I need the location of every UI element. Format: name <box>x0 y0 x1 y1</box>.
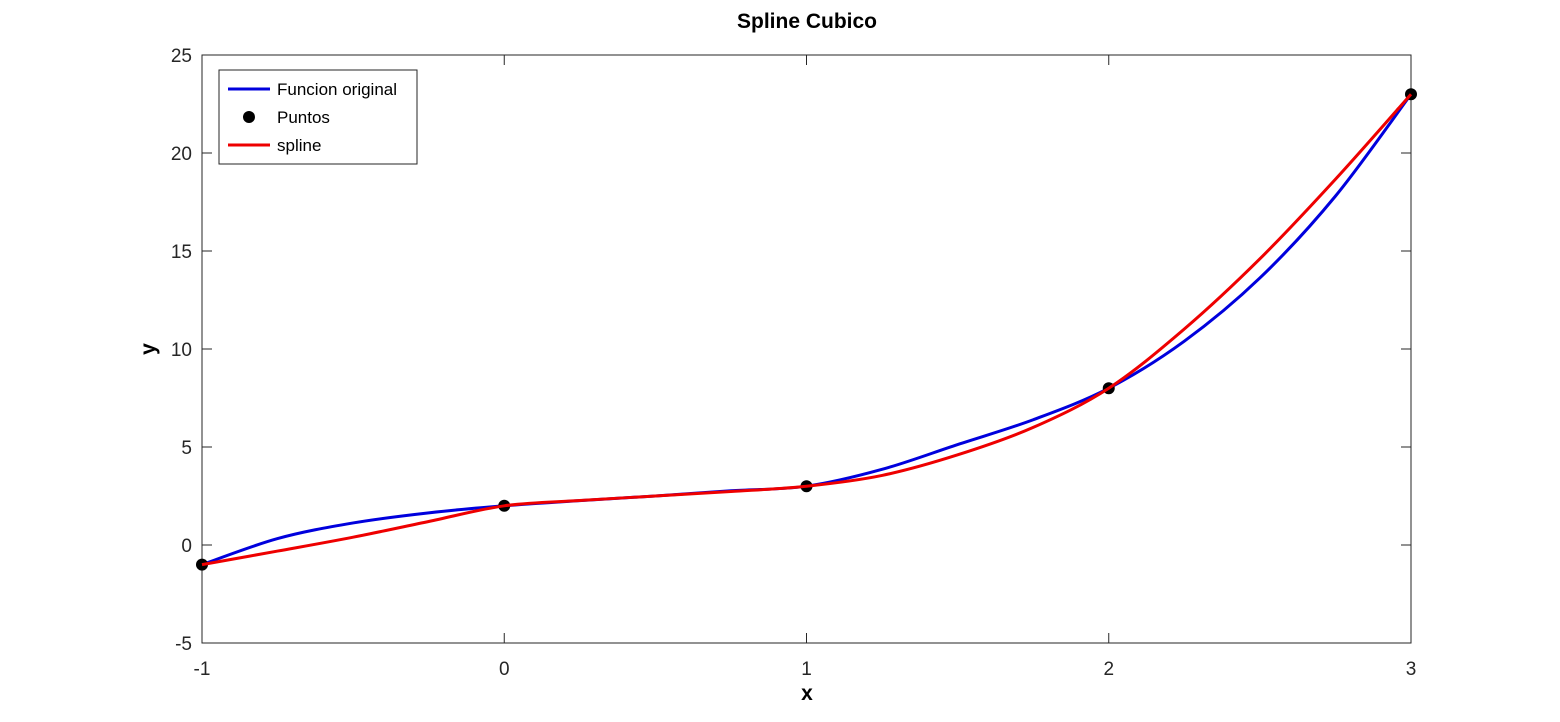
y-tick-label: 5 <box>181 438 192 459</box>
y-tick-label: 25 <box>171 46 192 67</box>
legend-label: Puntos <box>277 108 330 127</box>
y-tick-label: 15 <box>171 242 192 263</box>
y-tick-label: 10 <box>171 340 192 361</box>
x-tick-label: 2 <box>1103 659 1114 680</box>
axes: -1 0 1 2 3 -5 0 5 10 15 20 25 <box>171 46 1416 680</box>
y-tick-label: 0 <box>181 536 192 557</box>
series-line-spline <box>201 93 1413 567</box>
series-layer <box>196 88 1417 571</box>
x-tick-label: 0 <box>499 659 510 680</box>
x-tick-label: 1 <box>801 659 812 680</box>
y-tick-label: -5 <box>175 634 192 655</box>
legend: Funcion original Puntos spline <box>218 69 418 165</box>
legend-label: spline <box>277 136 321 155</box>
x-tick-label: 3 <box>1406 659 1417 680</box>
chart-title: Spline Cubico <box>737 10 877 33</box>
x-axis-label: x <box>801 682 813 705</box>
series-line-funcion-original <box>201 93 1413 567</box>
x-tick-label: -1 <box>194 659 211 680</box>
y-axis-label: y <box>137 343 160 355</box>
legend-marker-puntos <box>243 111 255 123</box>
legend-label: Funcion original <box>277 80 397 99</box>
y-tick-label: 20 <box>171 144 192 165</box>
